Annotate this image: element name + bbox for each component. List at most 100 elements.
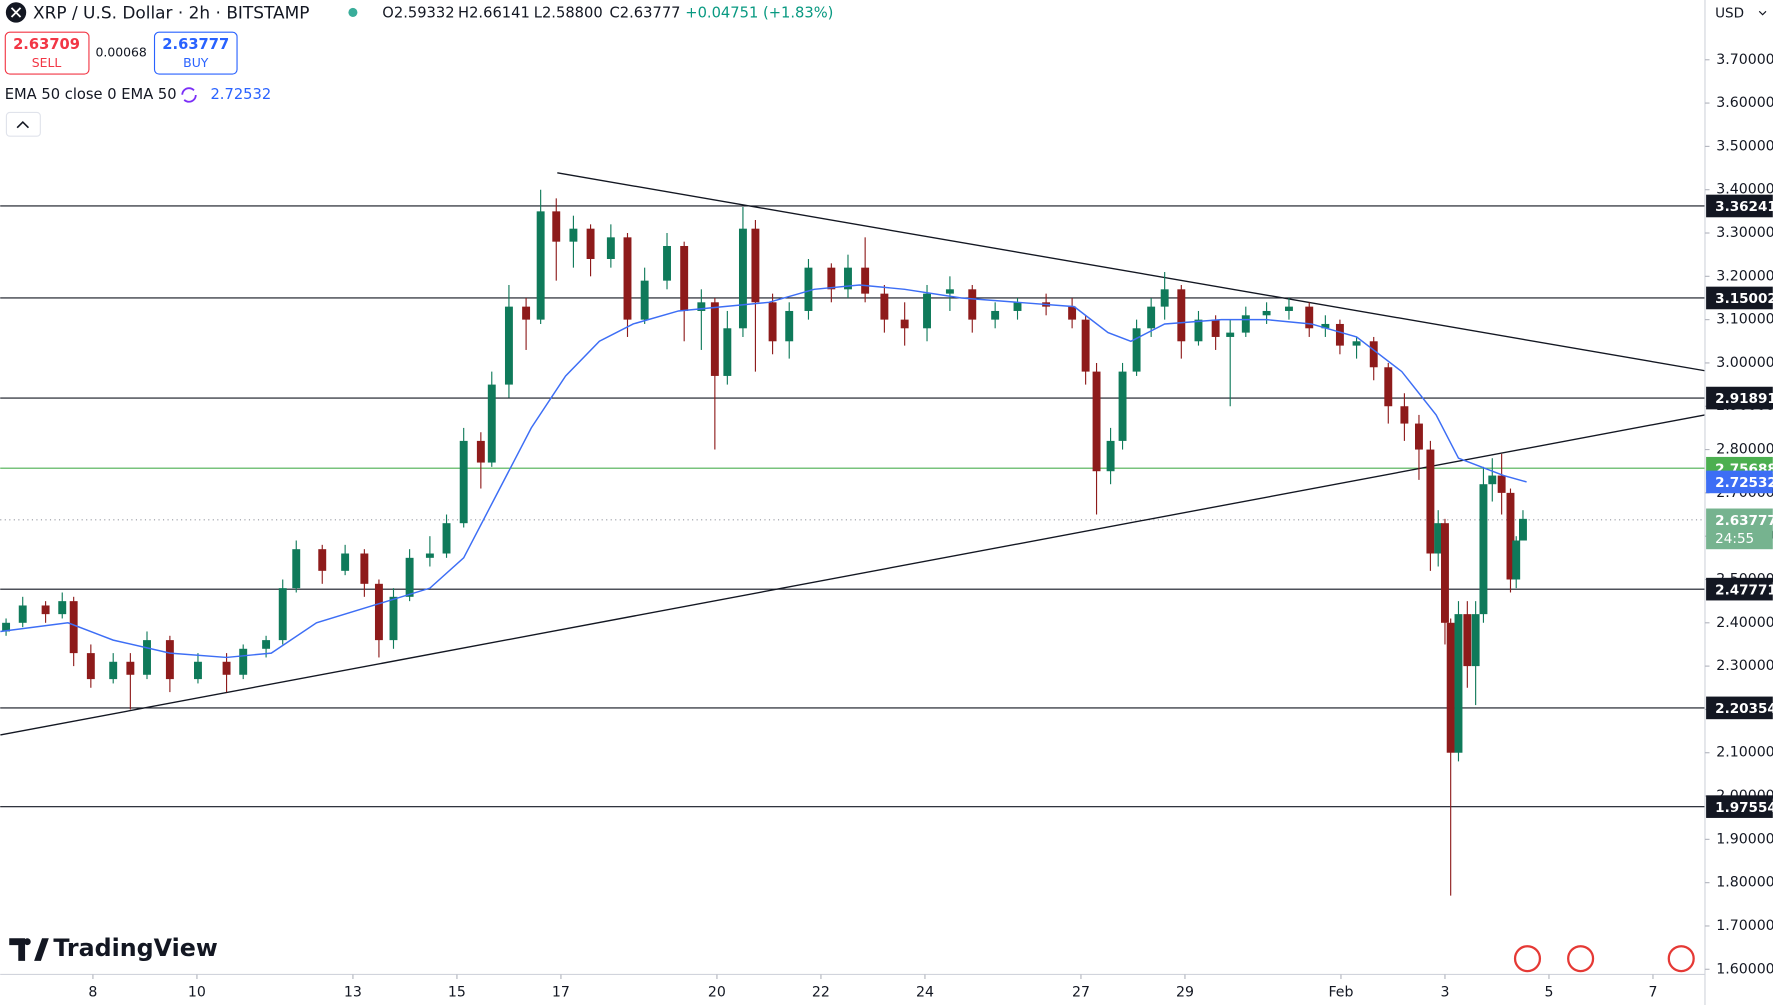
candle-body: [262, 640, 271, 649]
candle-body: [58, 601, 67, 615]
candle-body: [844, 267, 852, 290]
buy-button[interactable]: [153, 31, 238, 75]
candle-body: [1512, 540, 1521, 580]
collapse-button[interactable]: [5, 111, 41, 137]
level-badge-label: 3.36241: [1715, 199, 1773, 215]
y-tick-label: 2.30000: [1716, 658, 1773, 674]
event-icon[interactable]: [1513, 945, 1542, 973]
candle-body: [1177, 289, 1186, 342]
logo-text[interactable]: TradingView: [53, 934, 217, 962]
currency-chevron: [1758, 10, 1767, 16]
candle-body: [1384, 367, 1393, 407]
candle-body: [126, 661, 135, 675]
candle-body: [1285, 306, 1293, 311]
candle-body: [476, 440, 485, 463]
y-tick-label: 3.70000: [1716, 52, 1773, 68]
ema-line: [0, 284, 1527, 659]
candle-body: [1519, 518, 1527, 541]
candle-body: [569, 228, 578, 242]
candle-body: [1194, 319, 1203, 342]
y-tick-label: 1.60000: [1716, 961, 1773, 977]
candle-body: [536, 211, 545, 320]
candle-body: [1106, 440, 1115, 472]
candle-body: [504, 306, 513, 385]
candle-body: [1441, 523, 1449, 623]
sell-price: 2.63709: [13, 36, 80, 53]
indicator-loading: [181, 87, 197, 103]
event-icon[interactable]: [1567, 945, 1595, 973]
currency[interactable]: USD: [1715, 6, 1744, 22]
level-badge: [1706, 696, 1773, 720]
candle-body: [1446, 622, 1455, 753]
candle-body: [945, 289, 954, 294]
candle-body: [1506, 492, 1515, 580]
candle-body: [827, 267, 836, 290]
x-tick-label: 20: [708, 985, 726, 1001]
candle-body: [109, 661, 118, 680]
event-icon[interactable]: [1667, 945, 1695, 973]
candle-body: [680, 246, 689, 311]
candle-body: [1081, 319, 1090, 372]
candle-body: [1463, 614, 1472, 667]
candle-body: [623, 237, 632, 320]
candle-body: [640, 280, 649, 320]
candle-body: [442, 523, 451, 554]
candle-body: [1147, 306, 1156, 329]
candle-body: [1479, 484, 1488, 615]
candle-body: [861, 267, 870, 294]
candle-body: [389, 596, 398, 641]
candle-body: [606, 237, 615, 259]
ohlc-change: +0.04751 (+1.83%): [685, 5, 833, 22]
x-tick-label: 8: [88, 985, 97, 1001]
candle-body: [41, 605, 50, 615]
candle-body: [2, 622, 11, 632]
y-tick-label: 3.30000: [1716, 225, 1773, 241]
candle-body: [1497, 475, 1506, 493]
candle-body: [663, 246, 671, 281]
sell-button[interactable]: [4, 31, 90, 75]
candle-body: [522, 306, 531, 320]
x-tick-label: 29: [1176, 985, 1194, 1001]
candle-body: [785, 310, 794, 342]
candle-body: [552, 211, 561, 242]
candle-body: [1454, 614, 1463, 753]
candle-body: [968, 289, 977, 320]
candle-body: [1241, 315, 1250, 333]
candle-body: [1426, 449, 1435, 554]
candle-body: [1400, 406, 1409, 424]
buy-price: 2.63777: [162, 36, 229, 53]
y-tick-label: 1.90000: [1716, 831, 1773, 847]
level-badge: [1706, 795, 1773, 818]
candle-body: [738, 228, 747, 329]
symbol-title[interactable]: XRP / U.S. Dollar · 2h · BITSTAMP: [33, 3, 310, 23]
x-tick-label: 13: [344, 985, 362, 1001]
level-badge-label: 3.15002: [1715, 291, 1773, 307]
candle-body: [1321, 323, 1330, 329]
indicator-name[interactable]: EMA 50 close 0 EMA 50: [5, 86, 177, 103]
candle-body: [1132, 328, 1141, 372]
plot-area: [0, 172, 1706, 896]
candle-body: [1160, 289, 1169, 307]
buy-label: BUY: [183, 55, 209, 70]
x-tick-label: 7: [1648, 985, 1657, 1001]
market-status[interactable]: [348, 7, 358, 17]
candle-body: [318, 549, 327, 571]
candle-body: [1335, 323, 1344, 346]
candle-body: [222, 661, 231, 675]
y-tick-label: 2.80000: [1716, 442, 1773, 458]
level-badge-label: 2.20354: [1715, 701, 1773, 717]
collapse-icon: [16, 120, 30, 129]
last-price-badge: [1706, 508, 1773, 550]
level-badge-label: 2.91891: [1715, 391, 1773, 407]
candle-body: [1013, 302, 1022, 311]
candle-body: [1118, 371, 1127, 441]
x-tick-label: Feb: [1328, 985, 1353, 1001]
candle-body: [459, 440, 468, 524]
ema-badge-label: 2.72532: [1715, 475, 1773, 491]
y-tick-label: 3.50000: [1716, 138, 1773, 154]
countdown: 24:55: [1715, 531, 1754, 547]
level-badge-label: 1.97554: [1715, 800, 1773, 816]
candle-body: [405, 557, 414, 597]
y-tick-label: 3.40000: [1716, 182, 1773, 198]
